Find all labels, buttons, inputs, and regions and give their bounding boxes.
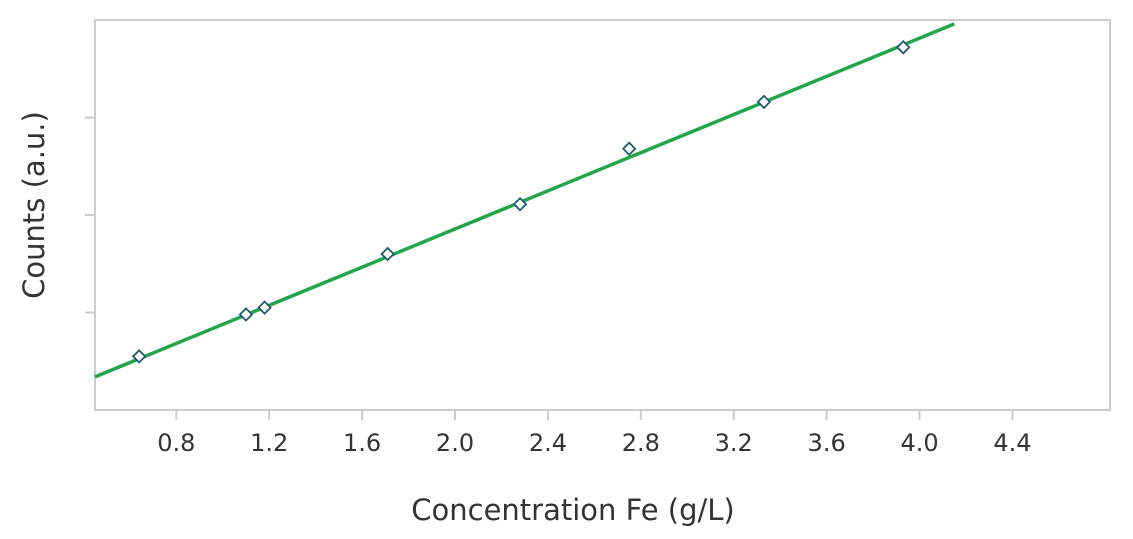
x-tick-label: 2.4 <box>529 429 567 457</box>
x-tick-label: 3.2 <box>715 429 753 457</box>
x-tick-label: 4.0 <box>900 429 938 457</box>
plot-frame <box>94 19 1111 411</box>
x-axis-label: Concentration Fe (g/L) <box>411 493 735 527</box>
data-point <box>512 197 528 212</box>
data-point <box>238 307 254 322</box>
data-point <box>131 349 147 364</box>
x-tick-label: 3.6 <box>808 429 846 457</box>
x-tick-label: 2.0 <box>436 429 474 457</box>
data-point <box>380 246 395 262</box>
y-axis-label: Counts (a.u.) <box>17 111 51 299</box>
x-tick-label: 4.4 <box>993 429 1031 457</box>
x-tick-label: 0.8 <box>157 429 195 457</box>
x-tick-label: 2.8 <box>622 429 660 457</box>
data-point <box>756 94 772 110</box>
data-point <box>257 300 272 315</box>
x-tick-label: 1.6 <box>343 429 381 457</box>
fit-line <box>94 22 956 379</box>
x-tick-label: 1.2 <box>250 429 288 457</box>
data-point <box>621 141 637 156</box>
data-point <box>896 40 911 55</box>
